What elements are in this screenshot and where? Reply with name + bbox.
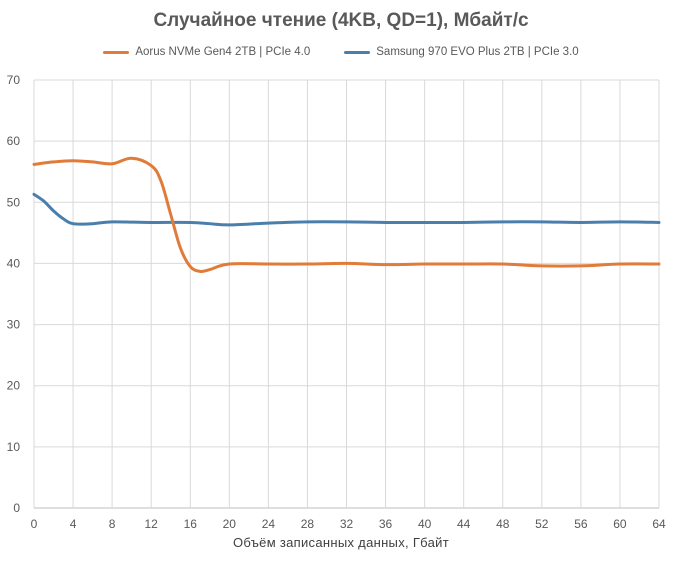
x-tick-label: 60 — [613, 517, 627, 531]
legend-swatch-aorus — [103, 50, 130, 54]
x-tick-label: 20 — [223, 517, 237, 531]
x-tick-label: 16 — [184, 517, 198, 531]
chart-title: Случайное чтение (4KB, QD=1), Мбайт/с — [153, 10, 529, 31]
x-tick-label: 24 — [262, 517, 276, 531]
legend-item-aorus: Aorus NVMe Gen4 2TB | PCIe 4.0 — [103, 46, 310, 58]
x-tick-label: 56 — [574, 517, 588, 531]
y-tick-label: 30 — [7, 318, 21, 332]
y-tick-label: 10 — [7, 440, 21, 454]
x-tick-label: 8 — [109, 517, 116, 531]
y-tick-label: 50 — [7, 195, 21, 209]
x-tick-label: 64 — [652, 517, 666, 531]
legend-swatch-samsung — [344, 50, 371, 54]
y-tick-label: 20 — [7, 379, 21, 393]
y-tick-label: 70 — [7, 73, 21, 87]
x-tick-label: 52 — [535, 517, 549, 531]
legend-label-aorus: Aorus NVMe Gen4 2TB | PCIe 4.0 — [135, 46, 311, 58]
y-tick-label: 40 — [7, 256, 21, 270]
x-tick-label: 4 — [70, 517, 77, 531]
series-line-aorus — [32, 156, 661, 274]
legend-label-samsung: Samsung 970 EVO Plus 2TB | PCIe 3.0 — [376, 46, 579, 58]
y-tick-label: 0 — [13, 501, 20, 515]
x-tick-label: 36 — [379, 517, 393, 531]
x-tick-label: 40 — [418, 517, 432, 531]
legend-item-samsung: Samsung 970 EVO Plus 2TB | PCIe 3.0 — [344, 46, 579, 58]
series-line-samsung — [32, 192, 661, 227]
x-tick-label: 32 — [340, 517, 354, 531]
x-axis-label: Объём записанных данных, Гбайт — [233, 535, 449, 550]
chart-legend: Aorus NVMe Gen4 2TB | PCIe 4.0 Samsung 9… — [0, 46, 682, 58]
x-tick-label: 44 — [457, 517, 471, 531]
y-tick-label: 60 — [7, 134, 21, 148]
x-tick-label: 28 — [301, 517, 315, 531]
x-tick-label: 12 — [145, 517, 159, 531]
x-tick-label: 0 — [31, 517, 38, 531]
x-tick-label: 48 — [496, 517, 510, 531]
